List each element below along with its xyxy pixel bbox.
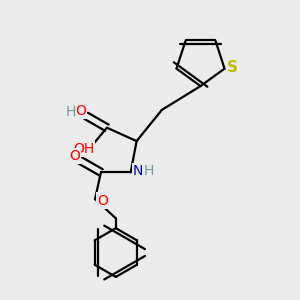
Text: N: N xyxy=(133,164,143,178)
Text: OH: OH xyxy=(73,142,94,155)
Text: H: H xyxy=(65,105,76,119)
Text: S: S xyxy=(226,60,238,75)
Text: O: O xyxy=(69,148,80,163)
Text: O: O xyxy=(97,194,108,208)
Text: O: O xyxy=(75,104,86,118)
Text: H: H xyxy=(144,164,154,178)
